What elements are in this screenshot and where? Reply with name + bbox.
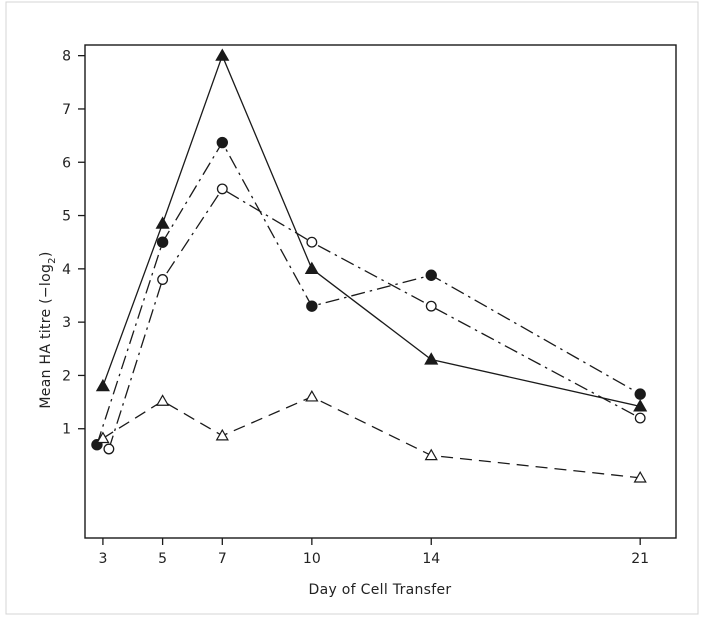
data-point-filled-triangle-2 (155, 216, 170, 229)
data-point-open-triangle-2 (155, 394, 170, 406)
data-point-open-triangle-6 (633, 470, 647, 483)
data-point-filled-circle-5 (425, 269, 437, 281)
data-point-open-circle-3 (216, 183, 228, 195)
data-point-open-circle-5 (425, 300, 437, 312)
data-point-filled-circle-2 (156, 236, 169, 248)
y-axis-title-close: ) (38, 251, 54, 257)
data-point-filled-triangle-6 (633, 399, 648, 412)
data-point-open-circle-4 (306, 236, 318, 248)
y-axis-title: Mean HA titre (−log2) (38, 251, 58, 408)
data-point-open-circle-6 (634, 412, 646, 424)
plot-area (91, 48, 648, 483)
data-point-filled-circle-6 (634, 388, 646, 400)
y-tick-label-4: 4 (62, 262, 71, 278)
x-tick-label-7: 7 (218, 551, 227, 567)
series-line-open-triangle (102, 396, 641, 479)
y-axis-title-subscript: 2 (47, 257, 58, 264)
x-tick-label-5: 5 (158, 551, 167, 567)
data-point-open-triangle-4 (305, 389, 319, 402)
x-axis-title: Day of Cell Transfer (309, 582, 452, 598)
x-tick-label-10: 10 (303, 551, 321, 567)
y-tick-label-3: 3 (62, 315, 71, 331)
data-point-open-triangle-1 (96, 431, 110, 444)
series-line-open-circle (108, 188, 641, 450)
y-tick-label-2: 2 (62, 368, 71, 384)
data-point-filled-triangle-4 (304, 261, 319, 274)
x-tick-label-21: 21 (631, 551, 649, 567)
data-point-open-triangle-3 (215, 428, 229, 441)
y-axis-title-main: Mean HA titre (−log (38, 264, 54, 409)
figure-border (5, 1, 699, 615)
data-point-open-circle-1 (103, 443, 115, 455)
data-point-filled-triangle-1 (95, 378, 110, 392)
data-point-filled-triangle-5 (424, 352, 439, 365)
y-tick-label-1: 1 (62, 422, 71, 438)
data-point-open-triangle-5 (424, 448, 438, 461)
y-tick-label-7: 7 (62, 102, 71, 118)
data-point-filled-circle-4 (306, 300, 318, 312)
data-point-filled-circle-3 (216, 136, 229, 149)
series-line-filled-circle (96, 141, 641, 445)
x-tick-label-14: 14 (422, 551, 440, 567)
data-point-filled-triangle-3 (215, 48, 230, 61)
y-tick-label-8: 8 (62, 49, 71, 65)
series-line-filled-triangle (102, 53, 641, 408)
data-point-open-circle-2 (157, 274, 169, 285)
y-tick-label-5: 5 (62, 209, 71, 225)
y-tick-label-6: 6 (62, 155, 71, 171)
x-tick-label-3: 3 (98, 551, 107, 567)
plot-frame (84, 44, 677, 539)
